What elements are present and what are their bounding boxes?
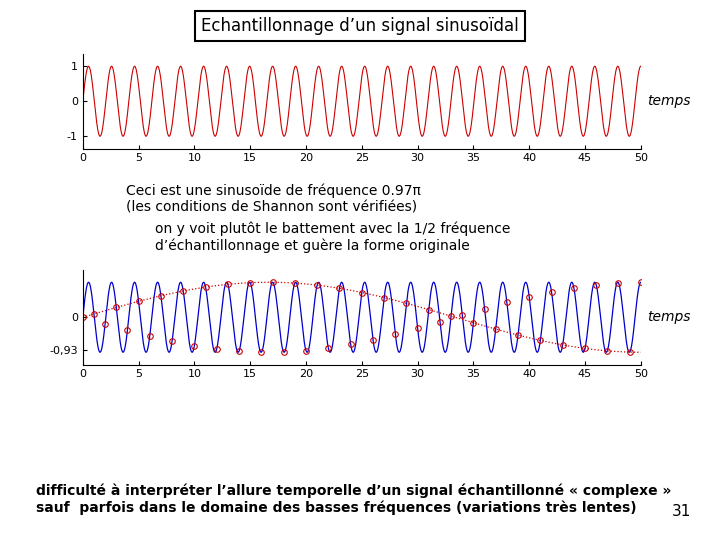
Text: Ceci est une sinusoïde de fréquence 0.97π
(les conditions de Shannon sont vérifi: Ceci est une sinusoïde de fréquence 0.97… [126, 184, 421, 214]
Text: Echantillonnage d’un signal sinusoïdal: Echantillonnage d’un signal sinusoïdal [201, 17, 519, 35]
Text: temps: temps [647, 310, 691, 324]
Text: temps: temps [647, 94, 691, 108]
Text: difficulté à interpréter l’allure temporelle d’un signal échantillonné « complex: difficulté à interpréter l’allure tempor… [36, 483, 671, 515]
Text: on y voit plutôt le battement avec la 1/2 fréquence
d’échantillonnage et guère l: on y voit plutôt le battement avec la 1/… [155, 221, 510, 253]
Text: 31: 31 [672, 504, 691, 519]
